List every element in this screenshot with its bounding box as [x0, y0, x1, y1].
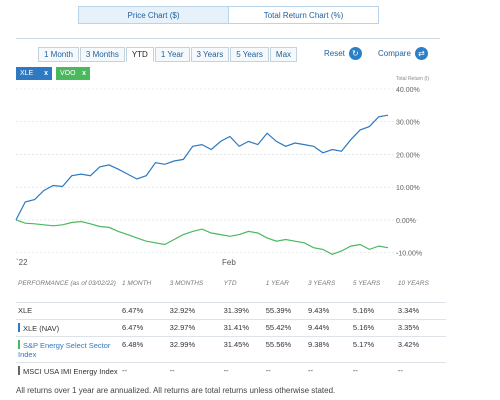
chart-type-toggle: Price Chart ($) Total Return Chart (%)	[78, 6, 379, 24]
column-header: 10 YEARS	[397, 280, 429, 287]
series-line-xle	[15, 114, 389, 221]
table-cell: 55.39%	[265, 305, 292, 315]
table-cell: --	[307, 365, 313, 375]
row-name-text: MSCI USA IMI Energy Index	[23, 366, 118, 376]
table-cell: 32.92%	[169, 305, 196, 315]
swap-arrows-icon: ⇄	[414, 47, 428, 60]
column-header: 1 MONTH	[122, 280, 152, 287]
row-name-link[interactable]: S&P Energy Select Sector Index	[18, 340, 111, 359]
table-cell: 6.48%	[122, 339, 144, 349]
y-tick-label: -10.00%	[396, 251, 422, 258]
y-tick-label: 30.00%	[396, 120, 420, 127]
y-tick-label: 10.00%	[396, 185, 420, 192]
row-name-text: XLE (NAV)	[23, 323, 60, 333]
table-cell: --	[352, 365, 358, 375]
table-cell: --	[223, 365, 229, 375]
range-tab-1-year[interactable]: 1 Year	[154, 47, 190, 62]
table-cell: 5.17%	[352, 339, 375, 349]
table-row: S&P Energy Select Sector Index 6.48% 32.…	[16, 336, 446, 362]
footnote: All returns over 1 year are annualized. …	[16, 386, 336, 395]
table-cell: --	[265, 365, 271, 375]
range-tab-ytd[interactable]: YTD	[125, 47, 154, 62]
table-row: XLE 6.47% 32.92% 31.39% 55.39% 9.43% 5.1…	[16, 302, 446, 319]
reset-label: Reset	[324, 49, 345, 58]
table-cell: 9.44%	[307, 322, 330, 332]
table-cell: --	[397, 365, 403, 375]
column-header: 1 YEAR	[265, 280, 289, 287]
range-tab-5-years[interactable]: 5 Years	[230, 47, 269, 62]
range-tab-1-month[interactable]: 1 Month	[38, 47, 79, 62]
table-cell: 3.35%	[397, 322, 420, 332]
close-icon[interactable]: x	[82, 70, 86, 77]
y-tick-label: 40.00%	[396, 87, 420, 94]
chip-voo[interactable]: VOO x	[56, 67, 90, 80]
table-cell: 9.38%	[307, 339, 330, 349]
row-name-text: XLE	[18, 305, 33, 315]
chip-voo-label: VOO	[60, 70, 76, 77]
table-row: XLE (NAV) 6.47% 32.97% 31.41% 55.42% 9.4…	[16, 319, 446, 336]
row-name: XLE	[16, 302, 120, 319]
table-cell: --	[122, 365, 127, 375]
ticker-chips: XLE x VOO x	[16, 67, 90, 80]
table-cell: 3.42%	[397, 339, 420, 349]
range-tab-max[interactable]: Max	[269, 47, 298, 62]
chip-xle-label: XLE	[20, 70, 34, 77]
series-line-voo	[15, 219, 389, 255]
table-cell: 32.99%	[169, 339, 196, 349]
range-tab-3-years[interactable]: 3 Years	[190, 47, 230, 62]
table-cell: 31.45%	[223, 339, 249, 349]
table-row: MSCI USA IMI Energy Index -- -- -- -- --…	[16, 362, 446, 387]
table-cell: 5.16%	[352, 305, 375, 315]
performance-header-label: PERFORMANCE (as of 03/02/22)	[18, 280, 116, 287]
row-name[interactable]: S&P Energy Select Sector Index	[16, 336, 120, 362]
table-cell: 55.56%	[265, 339, 292, 349]
performance-table: PERFORMANCE (as of 03/02/22) 1 MONTH 3 M…	[16, 277, 446, 387]
reset-button[interactable]: Reset ↻	[324, 47, 362, 60]
compare-button[interactable]: Compare ⇄	[378, 47, 428, 60]
column-header: 3 MONTHS	[169, 280, 204, 287]
column-header: YTD	[223, 280, 237, 287]
range-bar: 1 Month 3 Months YTD 1 Year 3 Years 5 Ye…	[16, 38, 440, 62]
table-cell: 31.41%	[223, 322, 249, 332]
chip-xle[interactable]: XLE x	[16, 67, 52, 80]
refresh-icon: ↻	[348, 47, 362, 60]
performance-header-row: PERFORMANCE (as of 03/02/22) 1 MONTH 3 M…	[16, 277, 446, 302]
table-cell: 3.34%	[397, 305, 420, 315]
table-cell: 32.97%	[169, 322, 196, 332]
range-tab-3-months[interactable]: 3 Months	[79, 47, 125, 62]
x-tick-label: `22	[16, 258, 28, 267]
price-chart-tab[interactable]: Price Chart ($)	[79, 7, 228, 23]
table-cell: 55.42%	[265, 322, 292, 332]
range-tabs: 1 Month 3 Months YTD 1 Year 3 Years 5 Ye…	[38, 47, 298, 62]
column-header: 5 YEARS	[352, 280, 381, 287]
column-header: 3 YEARS	[307, 280, 336, 287]
table-cell: 5.16%	[352, 322, 375, 332]
compare-label: Compare	[378, 49, 411, 58]
table-cell: 9.43%	[307, 305, 330, 315]
table-cell: --	[169, 365, 175, 375]
y-tick-label: 0.00%	[396, 218, 416, 225]
x-tick-label: Feb	[222, 258, 236, 267]
series-color-bar	[18, 322, 20, 332]
table-cell: 6.47%	[122, 322, 144, 332]
y-axis-title: Total Return (I)	[396, 76, 430, 82]
series-color-bar	[18, 365, 20, 375]
series-color-bar	[18, 339, 20, 349]
y-tick-label: 20.00%	[396, 152, 420, 159]
total-return-chart-tab[interactable]: Total Return Chart (%)	[228, 7, 378, 23]
close-icon[interactable]: x	[44, 70, 48, 77]
table-cell: 31.39%	[223, 305, 249, 315]
total-return-chart: 40.00% 30.00% 20.00% 10.00% 0.00% -10.00%	[15, 87, 422, 258]
table-cell: 6.47%	[122, 305, 144, 315]
row-name: MSCI USA IMI Energy Index	[16, 362, 120, 387]
row-name: XLE (NAV)	[16, 319, 120, 336]
